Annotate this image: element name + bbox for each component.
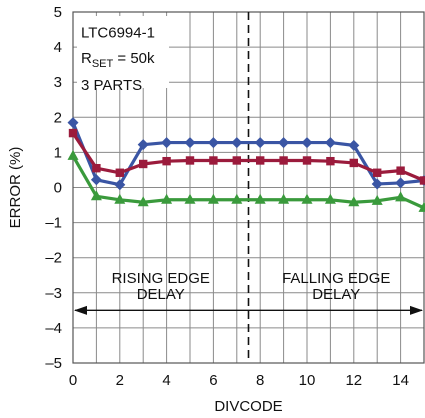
- x-tick-label: 10: [299, 372, 316, 389]
- series-square: [68, 128, 425, 185]
- legend-parts-count: 3 PARTS: [81, 77, 142, 94]
- data-point: [161, 137, 173, 149]
- data-point: [67, 117, 79, 129]
- data-point: [161, 193, 173, 204]
- data-point: [395, 177, 407, 189]
- series-diamond: [67, 117, 425, 191]
- legend-rset-main: R: [81, 50, 92, 67]
- data-point: [232, 156, 241, 165]
- data-point: [67, 149, 79, 160]
- data-point: [326, 156, 335, 166]
- y-tick-label: 0: [54, 180, 62, 197]
- data-point: [302, 156, 312, 165]
- legend-box: [77, 16, 169, 88]
- data-point: [231, 137, 243, 149]
- falling-delay-label: DELAY: [312, 286, 360, 303]
- delay-arrow: [74, 305, 423, 315]
- data-point: [278, 137, 290, 149]
- legend-rset-sub: SET: [92, 58, 114, 70]
- x-tick-label: 8: [256, 372, 264, 389]
- data-point: [90, 190, 102, 201]
- data-point: [324, 137, 336, 149]
- series-line: [71, 121, 425, 187]
- data-point: [371, 178, 383, 190]
- data-point: [92, 163, 101, 173]
- data-point: [184, 193, 196, 204]
- x-tick-label: 2: [116, 372, 124, 389]
- x-axis-title: DIVCODE: [214, 398, 282, 415]
- data-point: [348, 139, 360, 151]
- y-tick-label: 4: [54, 39, 62, 56]
- data-point: [139, 159, 148, 169]
- rising-delay-label: DELAY: [137, 286, 185, 303]
- data-point: [395, 191, 407, 202]
- arrow-left-head: [74, 305, 87, 315]
- data-point: [114, 179, 126, 191]
- data-point: [301, 137, 313, 149]
- data-point: [279, 156, 288, 165]
- x-tick-label: 14: [392, 372, 409, 389]
- series-line: [71, 155, 425, 210]
- data-point: [207, 137, 219, 149]
- data-point: [184, 137, 196, 149]
- series-line: [71, 132, 425, 182]
- data-point: [256, 156, 265, 165]
- falling-edge-label: FALLING EDGE: [282, 270, 390, 287]
- data-point: [209, 156, 218, 165]
- y-tick-label: –3: [45, 285, 62, 302]
- x-tick-label: 4: [162, 372, 170, 389]
- data-point: [162, 156, 171, 166]
- data-point: [207, 193, 219, 204]
- y-axis-title: ERROR (%): [7, 147, 24, 229]
- series: [67, 117, 425, 212]
- rising-edge-label: RISING EDGE: [112, 270, 210, 287]
- y-tick-label: 5: [54, 4, 62, 21]
- data-point: [396, 166, 405, 175]
- legend-part-number: LTC6994-1: [81, 25, 155, 42]
- data-point: [301, 193, 313, 204]
- y-tick-label: 3: [54, 74, 62, 91]
- data-point: [254, 193, 266, 204]
- data-point: [371, 194, 383, 205]
- data-point: [231, 193, 243, 204]
- data-point: [349, 158, 358, 168]
- y-tick-label: 1: [54, 144, 62, 161]
- x-tick-label: 0: [69, 372, 77, 389]
- y-tick-label: –1: [45, 215, 62, 232]
- data-point: [373, 168, 382, 177]
- data-point: [68, 128, 78, 138]
- x-tick-label: 12: [345, 372, 362, 389]
- data-point: [137, 196, 149, 207]
- x-tick-label: 6: [209, 372, 217, 389]
- data-point: [348, 196, 360, 207]
- legend-rset: RSET = 50k: [81, 50, 155, 70]
- arrow-right-head: [410, 305, 423, 315]
- data-point: [90, 174, 102, 186]
- data-point: [254, 137, 266, 149]
- data-point: [278, 193, 290, 204]
- data-point: [419, 176, 425, 185]
- data-point: [185, 156, 195, 165]
- legend-rset-value: = 50k: [113, 50, 155, 67]
- y-tick-label: –2: [45, 250, 62, 267]
- y-tick-label: 2: [54, 109, 62, 126]
- data-point: [114, 193, 126, 204]
- y-tick-label: –5: [45, 355, 62, 372]
- y-tick-label: –4: [45, 320, 62, 337]
- data-point: [324, 193, 336, 204]
- data-point: [418, 201, 425, 212]
- data-point: [137, 139, 149, 151]
- series-triangle: [67, 149, 425, 212]
- data-point: [115, 168, 124, 177]
